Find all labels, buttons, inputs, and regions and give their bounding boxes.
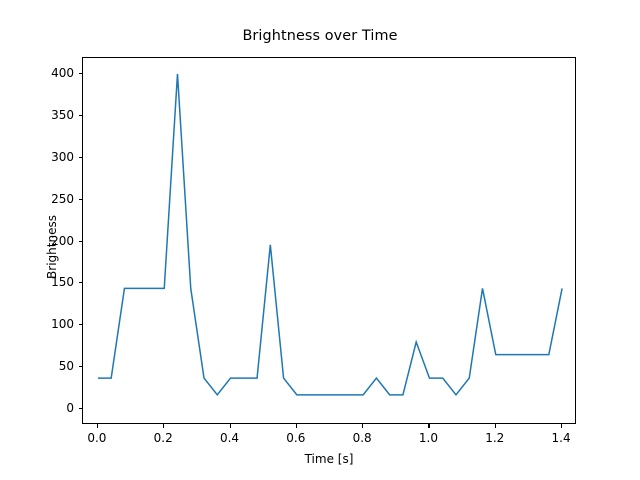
x-tick-label: 1.2 [485, 431, 505, 445]
plot-svg [97, 73, 563, 397]
y-tick-mark [78, 324, 82, 326]
x-tick-label: 1.0 [418, 431, 438, 445]
x-tick-label: 0.6 [286, 431, 306, 445]
y-tick-mark [78, 72, 82, 74]
y-tick-label: 200 [51, 233, 74, 248]
x-tick-label: 0.2 [153, 431, 173, 445]
y-tick-mark [78, 198, 82, 200]
x-tick-mark [163, 424, 165, 428]
y-tick-label: 150 [51, 275, 74, 290]
x-tick-mark [362, 424, 364, 428]
y-tick-label: 0 [66, 401, 74, 416]
x-axis-label: Time [s] [304, 452, 354, 466]
chart-title: Brightness over Time [242, 28, 398, 44]
x-tick-label: 1.4 [551, 431, 571, 445]
x-tick-mark [494, 424, 496, 428]
y-tick-label: 50 [58, 359, 74, 374]
y-tick-mark [78, 366, 82, 368]
x-tick-mark [428, 424, 430, 428]
data-series-line [97, 73, 563, 397]
x-tick-mark [229, 424, 231, 428]
y-tick-mark [78, 114, 82, 116]
x-tick-mark [295, 424, 297, 428]
x-tick-label: 0.0 [87, 431, 107, 445]
x-tick-label: 0.8 [352, 431, 372, 445]
y-tick-label: 300 [51, 149, 74, 164]
x-tick-mark [96, 424, 98, 428]
x-tick-mark [561, 424, 563, 428]
y-tick-mark [78, 408, 82, 410]
y-tick-label: 350 [51, 107, 74, 122]
y-tick-label: 250 [51, 191, 74, 206]
y-tick-mark [78, 282, 82, 284]
y-tick-mark [78, 240, 82, 242]
plot-area [82, 57, 576, 424]
y-tick-label: 400 [51, 65, 74, 80]
y-tick-label: 100 [51, 317, 74, 332]
x-tick-label: 0.4 [219, 431, 240, 445]
y-tick-mark [78, 156, 82, 158]
